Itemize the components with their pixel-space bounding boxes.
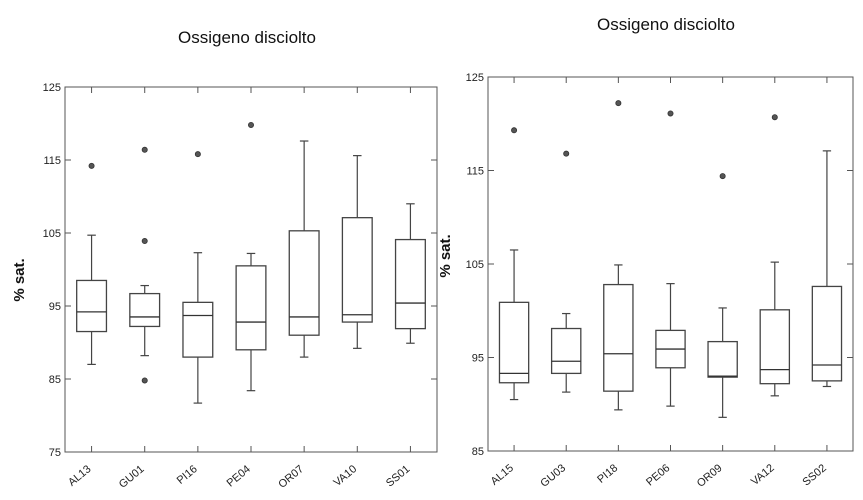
outlier-point (88, 162, 95, 169)
y-tick-label: 75 (49, 447, 61, 459)
box (550, 327, 582, 375)
y-tick-label: 105 (466, 259, 484, 271)
y-tick-label: 85 (472, 446, 484, 458)
box (811, 285, 843, 382)
box (182, 301, 214, 358)
outlier-point (615, 100, 622, 107)
category-label: GU01 (117, 463, 147, 491)
y-tick-label: 105 (43, 228, 61, 240)
outlier-point (141, 146, 148, 153)
y-tick-label: 95 (49, 301, 61, 313)
box (759, 309, 791, 385)
category-label: GU03 (538, 462, 568, 490)
box (235, 265, 267, 351)
outlier-point (771, 114, 778, 121)
chart-title: Ossigeno disciolto (597, 15, 735, 34)
category-label: PE06 (644, 462, 672, 488)
box (498, 301, 530, 384)
y-tick-label: 125 (43, 82, 61, 94)
category-label: SS02 (801, 462, 829, 488)
category-label: OR09 (695, 462, 725, 490)
y-axis-label: % sat. (11, 258, 28, 301)
y-tick-label: 95 (472, 353, 484, 365)
box (707, 340, 738, 378)
y-tick-label: 85 (49, 374, 61, 386)
outlier-point (667, 110, 674, 117)
y-axis-label: % sat. (437, 234, 454, 277)
chart-panel-right: Ossigeno disciolto % sat. 85 95 105 115 125 A… (437, 15, 854, 490)
box (129, 292, 161, 328)
box (341, 217, 373, 323)
category-label: PI18 (595, 462, 620, 486)
y-tick-label: 115 (43, 155, 61, 167)
outlier-point (511, 127, 518, 134)
outlier-point (563, 150, 570, 157)
category-label: VA12 (749, 462, 777, 488)
outlier-point (141, 377, 148, 384)
outlier-point (719, 173, 726, 180)
chart-panel-left: Ossigeno disciolto % sat. 75 85 95 105 115 12… (11, 28, 438, 491)
category-label: VA10 (332, 463, 360, 489)
category-label: OR07 (276, 463, 306, 491)
category-label: SS01 (384, 463, 412, 489)
category-label: AL13 (66, 463, 93, 489)
outlier-point (247, 121, 254, 128)
box (603, 283, 634, 392)
outlier-point (141, 238, 148, 245)
y-tick-label: 125 (466, 72, 484, 84)
category-label: PI16 (175, 463, 200, 487)
category-label: PE04 (225, 463, 253, 489)
y-tick-label: 115 (466, 166, 484, 178)
box (288, 230, 320, 336)
box (394, 238, 426, 330)
category-label: AL15 (489, 462, 516, 488)
outlier-point (194, 151, 201, 158)
box (76, 279, 108, 333)
chart-title: Ossigeno disciolto (178, 28, 316, 47)
